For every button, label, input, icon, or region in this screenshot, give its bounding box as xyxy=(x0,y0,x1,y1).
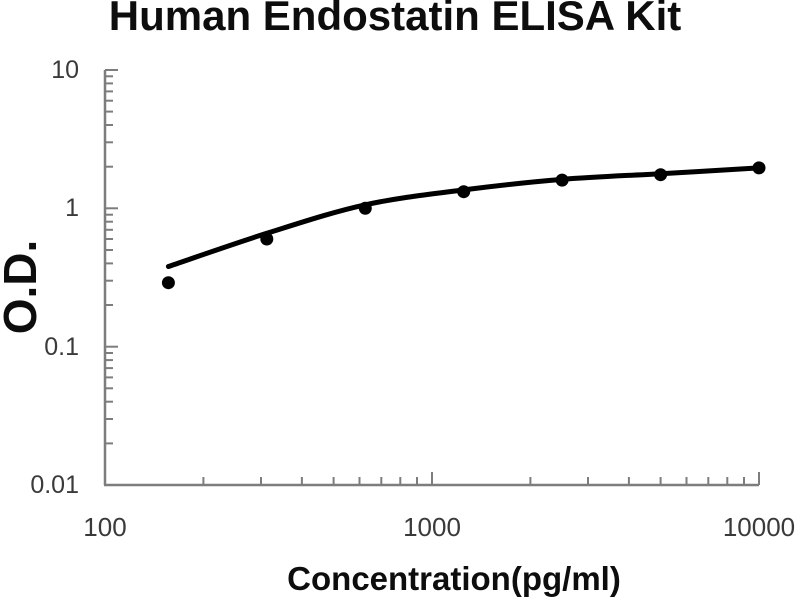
data-point xyxy=(260,232,274,246)
axes xyxy=(103,70,759,487)
chart-title: Human Endostatin ELISA Kit xyxy=(108,0,682,39)
data-point xyxy=(161,276,175,290)
y-tick-label: 0.1 xyxy=(44,332,79,361)
x-tick-label: 100 xyxy=(83,512,127,542)
fitted-curve xyxy=(165,165,762,269)
x-tick-label: 1000 xyxy=(403,512,461,542)
x-axis-label: Concentration(pg/ml) xyxy=(287,560,621,597)
y-tick-label: 1 xyxy=(65,194,79,223)
data-points xyxy=(161,161,766,290)
data-point xyxy=(457,185,471,199)
data-point xyxy=(654,168,668,182)
tick-marks xyxy=(104,69,760,486)
x-tick-label: 10000 xyxy=(722,512,796,542)
y-tick-label: 10 xyxy=(51,56,79,84)
data-point xyxy=(752,161,766,175)
data-point xyxy=(358,201,372,215)
y-tick-label: 0.01 xyxy=(30,471,79,499)
data-point xyxy=(555,173,569,187)
